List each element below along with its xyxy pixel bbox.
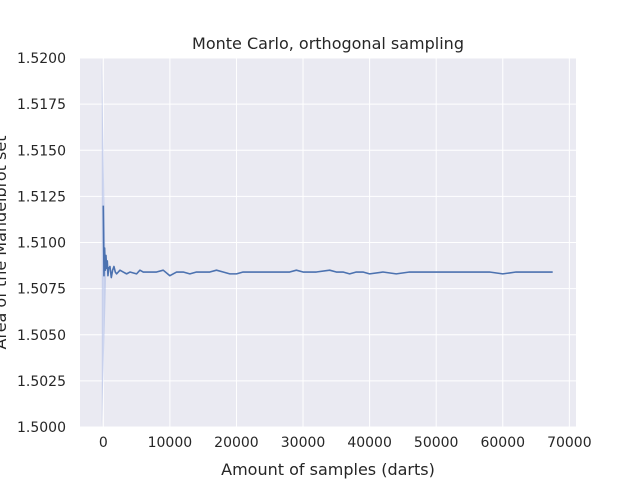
series-layer [101,58,553,427]
x-tick-label: 30000 [281,435,326,451]
chart-title: Monte Carlo, orthogonal sampling [192,34,464,53]
y-tick-label: 1.5125 [17,189,66,205]
y-tick-label: 1.5150 [17,143,66,159]
y-tick-label: 1.5200 [17,51,66,67]
y-tick-label: 1.5075 [17,282,66,298]
x-tick-labels: 0 10000 20000 30000 40000 50000 60000 70000 [99,435,592,451]
y-tick-labels: 1.5000 1.5025 1.5050 1.5075 1.5100 1.5125 1.51… [17,51,66,436]
grid [80,57,576,428]
x-tick-label: 20000 [214,435,259,451]
series-line [102,205,553,279]
y-axis-label: Area of the Mandelbrot set [0,136,10,350]
x-tick-label: 0 [99,435,108,451]
y-tick-label: 1.5000 [17,420,66,436]
y-tick-label: 1.5050 [17,328,66,344]
y-tick-label: 1.5025 [17,374,66,390]
y-tick-label: 1.5175 [17,97,66,113]
x-tick-label: 10000 [148,435,193,451]
x-axis-label: Amount of samples (darts) [221,460,435,479]
x-tick-label: 50000 [414,435,459,451]
x-tick-label: 60000 [480,435,525,451]
x-tick-label: 70000 [547,435,592,451]
y-tick-label: 1.5100 [17,236,66,252]
x-tick-label: 40000 [347,435,392,451]
